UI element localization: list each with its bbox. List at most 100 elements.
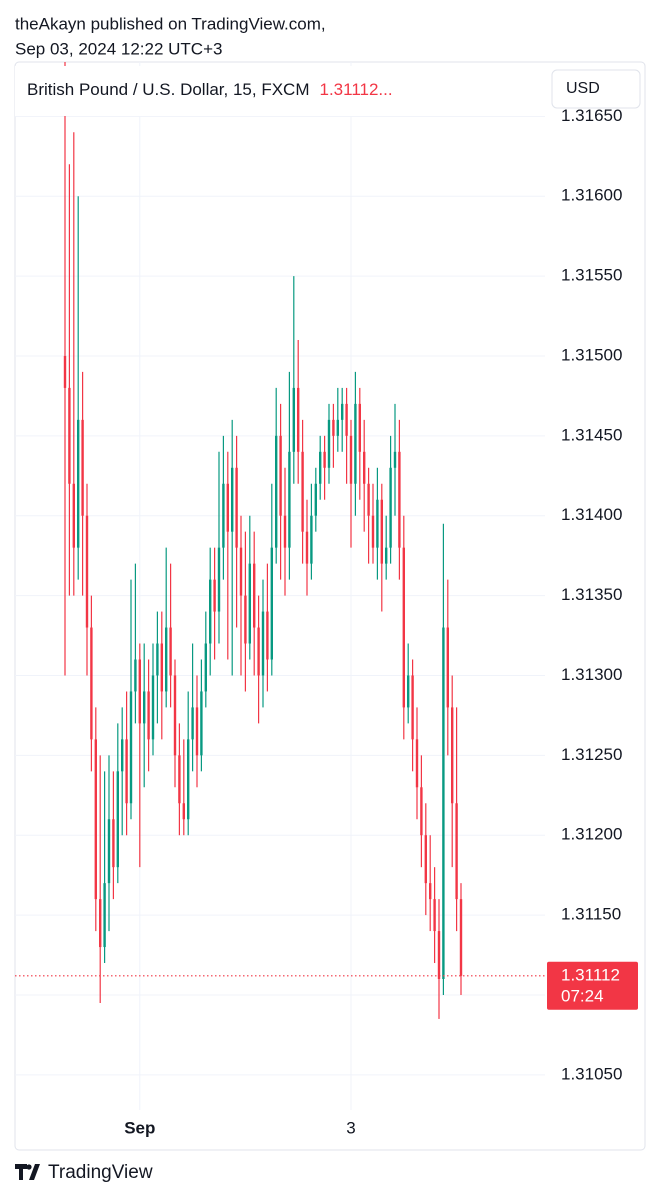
legend-price: 1.31112... bbox=[320, 80, 393, 99]
countdown: 07:24 bbox=[561, 986, 604, 1005]
chart-frame bbox=[14, 61, 646, 1151]
candle-body bbox=[446, 627, 449, 708]
candle-body bbox=[165, 627, 168, 692]
y-tick-label: 1.31450 bbox=[561, 425, 622, 444]
candle-body bbox=[292, 387, 295, 452]
candle-body bbox=[244, 595, 247, 644]
candle-body bbox=[420, 787, 423, 836]
candle-body bbox=[349, 435, 353, 484]
candle-body bbox=[160, 643, 163, 692]
candle-body bbox=[266, 611, 269, 660]
x-tick-label: Sep bbox=[124, 1118, 155, 1137]
candle-body bbox=[455, 803, 458, 900]
candle-body bbox=[103, 883, 106, 948]
candle-body bbox=[222, 483, 225, 548]
candle-body bbox=[81, 419, 84, 516]
candle-body bbox=[116, 771, 119, 868]
candle-body bbox=[261, 611, 265, 676]
candle-body bbox=[129, 691, 133, 804]
candle-body bbox=[459, 899, 463, 976]
candle-body bbox=[253, 563, 256, 628]
candle-body bbox=[341, 403, 344, 420]
candle-body bbox=[169, 627, 172, 676]
candle-body bbox=[72, 483, 75, 548]
candle-body bbox=[257, 627, 260, 676]
candle-body bbox=[138, 659, 141, 724]
y-tick-label: 1.31300 bbox=[561, 665, 622, 684]
candle-body bbox=[288, 451, 291, 548]
candle-body bbox=[345, 403, 348, 436]
candle-body bbox=[121, 739, 124, 772]
candle-body bbox=[314, 483, 317, 516]
candle-body bbox=[301, 451, 304, 532]
publisher: theAkayn published on TradingView.com, bbox=[15, 14, 326, 33]
y-tick-label: 1.31600 bbox=[561, 186, 622, 205]
candle-body bbox=[248, 563, 251, 644]
x-tick-label: 3 bbox=[346, 1118, 355, 1137]
candle-body bbox=[354, 403, 357, 484]
last-price-box bbox=[547, 961, 638, 1010]
candle-body bbox=[173, 675, 177, 756]
symbol-legend: British Pound / U.S. Dollar, 15, FXCM 1.3… bbox=[27, 80, 393, 99]
candle-body bbox=[209, 579, 212, 644]
candle-body bbox=[204, 643, 207, 692]
candle-body bbox=[226, 483, 229, 532]
candle-body bbox=[134, 659, 137, 692]
candle-body bbox=[402, 547, 405, 708]
symbol-title: British Pound / U.S. Dollar, 15, FXCM bbox=[27, 80, 310, 99]
candle-body bbox=[270, 547, 273, 660]
candle-body bbox=[156, 643, 159, 676]
candle-body bbox=[393, 451, 397, 468]
candle-body bbox=[358, 403, 361, 452]
y-tick-label: 1.31150 bbox=[561, 905, 621, 924]
candle-body bbox=[310, 515, 313, 564]
candle-body bbox=[424, 835, 427, 884]
candle-body bbox=[407, 675, 410, 708]
candle-body bbox=[125, 739, 128, 804]
candle-body bbox=[411, 675, 414, 740]
brand-logo bbox=[15, 1164, 40, 1180]
candle-body bbox=[376, 499, 379, 548]
candle-body bbox=[90, 627, 93, 740]
brand-name: TradingView bbox=[48, 1162, 153, 1183]
candle-body bbox=[442, 627, 445, 979]
candle-body bbox=[213, 579, 216, 612]
candle-body bbox=[275, 435, 278, 548]
candle-body bbox=[63, 355, 67, 388]
candle-body bbox=[94, 739, 97, 900]
candle-body bbox=[151, 675, 155, 740]
candle-body bbox=[385, 547, 388, 564]
last-price-label: 1.31112 bbox=[561, 965, 620, 984]
y-tick-label: 1.31200 bbox=[561, 825, 622, 844]
candle-body bbox=[182, 803, 185, 820]
y-tick-label: 1.31350 bbox=[561, 585, 622, 604]
currency-button[interactable] bbox=[551, 69, 641, 109]
candle-body bbox=[319, 451, 322, 484]
candle-body bbox=[239, 547, 243, 596]
candle-body bbox=[99, 899, 102, 948]
candle-body bbox=[332, 419, 335, 436]
candle-body bbox=[143, 691, 146, 724]
publish-date: Sep 03, 2024 12:22 UTC+3 bbox=[15, 39, 222, 58]
y-tick-label: 1.31650 bbox=[561, 106, 622, 125]
legend-backdrop bbox=[15, 66, 545, 116]
candle-body bbox=[367, 483, 370, 516]
y-tick-label: 1.31050 bbox=[561, 1064, 622, 1083]
candle-body bbox=[283, 515, 287, 548]
candle-body bbox=[279, 435, 282, 516]
candle-body bbox=[77, 419, 80, 548]
candle-body bbox=[336, 419, 339, 436]
candle-body bbox=[371, 515, 375, 548]
candle-body bbox=[433, 899, 436, 932]
candle-body bbox=[305, 531, 309, 564]
candle-body bbox=[231, 467, 234, 532]
candle-body bbox=[107, 819, 111, 884]
currency[interactable]: USD bbox=[566, 80, 600, 97]
candle-body bbox=[68, 387, 71, 484]
candle-body bbox=[195, 707, 199, 756]
candle-body bbox=[363, 451, 366, 484]
candle-body bbox=[191, 707, 194, 740]
candle-body bbox=[200, 691, 203, 756]
